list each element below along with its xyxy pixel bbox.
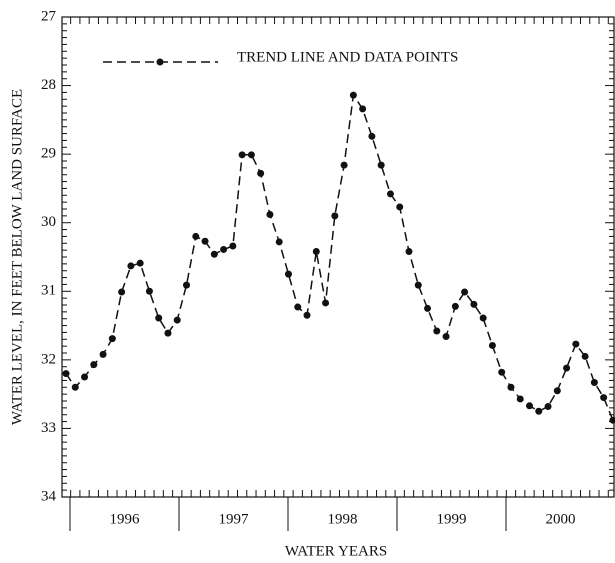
- data-point: [229, 242, 237, 250]
- data-point: [201, 237, 209, 245]
- data-point: [544, 402, 552, 410]
- year-label: 1997: [219, 511, 250, 527]
- data-point: [257, 169, 265, 177]
- year-label: 1998: [328, 511, 358, 527]
- data-point: [572, 340, 580, 348]
- data-point: [284, 270, 292, 278]
- data-point: [192, 232, 200, 240]
- data-point: [90, 361, 98, 369]
- data-point: [266, 210, 274, 218]
- data-point: [331, 212, 339, 220]
- data-point: [516, 395, 524, 403]
- data-point: [220, 245, 228, 253]
- year-label: 1996: [110, 511, 141, 527]
- data-point: [312, 248, 320, 256]
- data-point: [609, 416, 615, 424]
- data-point: [590, 378, 598, 386]
- data-point: [600, 394, 608, 402]
- data-point: [581, 352, 589, 360]
- data-point: [349, 91, 357, 99]
- data-point: [442, 333, 450, 341]
- data-point: [340, 161, 348, 169]
- data-point: [526, 402, 533, 410]
- x-axis-label: WATER YEARS: [285, 543, 387, 559]
- data-point: [294, 303, 302, 311]
- data-point: [164, 329, 172, 337]
- data-point: [210, 250, 218, 258]
- data-point: [396, 203, 404, 211]
- data-point: [368, 132, 376, 140]
- y-tick-label: 29: [41, 146, 56, 162]
- data-point: [71, 383, 79, 391]
- data-point: [275, 238, 283, 246]
- data-point: [424, 304, 432, 312]
- y-tick-label: 34: [41, 488, 57, 504]
- data-point: [183, 281, 191, 289]
- data-point: [507, 383, 515, 391]
- data-point: [145, 287, 153, 295]
- legend-marker: [156, 58, 164, 66]
- y-tick-label: 27: [41, 8, 57, 24]
- data-point: [535, 407, 543, 415]
- data-point: [498, 368, 506, 376]
- y-tick-label: 28: [41, 77, 56, 93]
- data-point: [359, 105, 367, 113]
- y-tick-label: 33: [41, 420, 56, 436]
- data-point: [451, 302, 459, 310]
- data-point: [136, 259, 144, 267]
- data-point: [238, 151, 246, 159]
- y-tick-label: 32: [41, 351, 56, 367]
- data-point: [173, 316, 181, 324]
- data-point: [386, 190, 394, 198]
- data-point: [81, 373, 89, 381]
- data-point: [563, 364, 571, 372]
- y-tick-label: 31: [41, 283, 56, 299]
- data-point: [405, 248, 413, 256]
- data-point: [433, 327, 441, 335]
- year-label: 2000: [546, 511, 576, 527]
- legend-label: TREND LINE AND DATA POINTS: [237, 49, 458, 65]
- data-point: [479, 314, 487, 322]
- data-point: [108, 335, 116, 343]
- data-point: [414, 281, 422, 289]
- data-point: [322, 299, 330, 307]
- data-point: [118, 288, 126, 296]
- data-point: [155, 314, 163, 322]
- data-point: [247, 151, 255, 159]
- data-point: [553, 387, 561, 395]
- year-label: 1999: [437, 511, 467, 527]
- trend-line: [65, 93, 614, 421]
- data-point: [488, 341, 496, 349]
- data-point: [99, 350, 107, 358]
- data-point: [303, 311, 311, 319]
- data-point: [127, 262, 135, 270]
- data-point: [377, 161, 385, 169]
- data-point: [62, 370, 70, 378]
- data-point: [461, 288, 469, 296]
- y-tick-label: 30: [41, 214, 56, 230]
- data-point: [470, 300, 478, 308]
- plot-frame: [61, 16, 615, 498]
- y-axis-label: WATER LEVEL, IN FEET BELOW LAND SURFACE: [9, 89, 25, 425]
